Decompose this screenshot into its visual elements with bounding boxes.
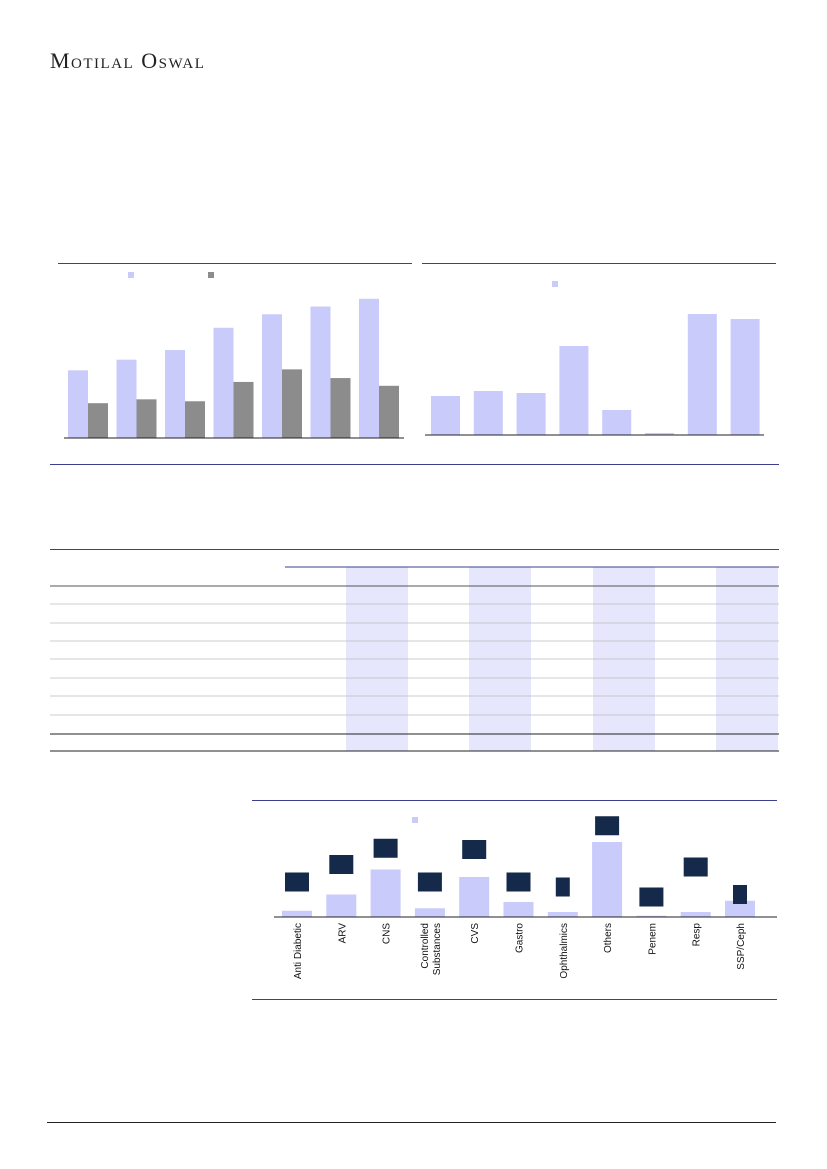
footer-rule <box>47 1122 776 1123</box>
x-tick-text: CNS <box>382 923 393 944</box>
x-tick-label: Controlled Substances <box>420 923 443 975</box>
range-marker <box>285 872 309 892</box>
bar-series1 <box>68 370 88 438</box>
bar <box>547 912 578 917</box>
x-tick-text: CVS <box>470 923 481 944</box>
x-tick-label: Gastro <box>515 923 526 953</box>
x-tick-label: SSP/Ceph <box>736 923 747 970</box>
x-tick-label: Ophthalmics <box>559 923 570 979</box>
bar <box>503 902 534 917</box>
x-tick-label: ARV <box>337 923 348 944</box>
range-marker <box>506 872 531 892</box>
bar-series2 <box>379 385 399 438</box>
x-tick-text: SSP/Ceph <box>736 923 747 970</box>
bar <box>459 877 490 917</box>
bar <box>687 314 717 435</box>
x-tick-label: Anti Diabetic <box>293 923 304 979</box>
chart3-bottom-rule <box>252 999 777 1000</box>
bar <box>282 910 312 917</box>
range-marker <box>462 840 487 859</box>
bar <box>636 915 667 917</box>
range-marker <box>555 877 570 897</box>
range-marker <box>373 838 398 858</box>
bar-series2 <box>88 403 108 438</box>
bar-series2 <box>185 401 205 438</box>
bar-series2 <box>136 399 157 438</box>
bar <box>473 391 503 435</box>
x-tick-text: ARV <box>337 923 348 944</box>
chart3: Anti Diabetic ARV CNS Controlled Substances C… <box>274 816 777 979</box>
bar <box>414 908 445 917</box>
x-tick-text: Others <box>603 923 614 953</box>
range-marker <box>417 872 442 892</box>
x-tick-text: Penem <box>647 923 658 955</box>
brand-logo: Motilal Oswal <box>50 48 206 73</box>
chart1 <box>64 272 404 439</box>
legend-marker <box>412 817 418 823</box>
range-marker <box>639 887 664 907</box>
bar-series2 <box>330 378 351 438</box>
bar-series1 <box>310 306 331 438</box>
x-tick-label: Penem <box>647 923 658 955</box>
x-tick-label: Resp <box>692 923 703 947</box>
x-tick-text: Anti Diabetic <box>293 923 304 979</box>
bar <box>680 912 711 917</box>
bar <box>431 396 460 435</box>
chart2-top-rule <box>422 263 776 264</box>
legend-marker-series2 <box>208 272 214 278</box>
bar <box>370 869 401 917</box>
range-marker <box>733 885 747 904</box>
bar <box>592 842 623 917</box>
bar-series2 <box>282 369 302 438</box>
data-table <box>50 566 779 752</box>
legend-marker-series1 <box>128 272 134 278</box>
bar <box>730 319 760 435</box>
bar <box>559 346 589 435</box>
x-tick-label: Others <box>603 923 614 953</box>
x-tick-text: Controlled <box>420 923 431 969</box>
chart1-top-rule <box>58 263 412 264</box>
bar-series1 <box>359 298 379 438</box>
bar <box>326 894 357 917</box>
range-marker <box>329 855 354 874</box>
legend-marker <box>552 281 558 287</box>
range-marker <box>683 857 708 877</box>
charts-bottom-rule <box>50 464 779 465</box>
chart3-top-rule <box>252 800 777 801</box>
bar-series1 <box>262 314 282 438</box>
bar <box>602 410 632 435</box>
bar <box>645 433 674 435</box>
bar-series2 <box>233 381 254 438</box>
bar-series1 <box>213 327 234 438</box>
x-tick-text: Substances <box>432 923 443 975</box>
x-tick-label: CNS <box>382 923 393 944</box>
bar <box>516 393 546 435</box>
bar-series1 <box>165 350 185 438</box>
x-tick-label: CVS <box>470 923 481 944</box>
x-tick-text: Gastro <box>515 923 526 953</box>
chart2 <box>425 281 764 436</box>
range-marker <box>595 816 620 836</box>
x-tick-text: Resp <box>692 923 703 947</box>
bar <box>725 900 755 917</box>
x-tick-text: Ophthalmics <box>559 923 570 979</box>
bar-series1 <box>116 359 137 438</box>
table-top-rule <box>50 549 779 550</box>
